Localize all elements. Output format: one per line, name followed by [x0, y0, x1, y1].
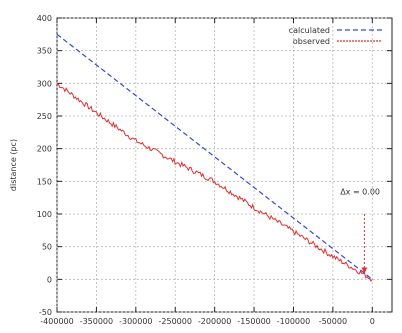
tick-labels: -50 0 50 100 150 200 250 300 350 400 -400000 -35000…: [37, 14, 375, 326]
legend-label: calculated: [289, 26, 330, 35]
y-tick-label: 400: [37, 14, 52, 23]
annotation-arrow-head: [361, 267, 368, 274]
x-tick-label: -400000: [40, 317, 73, 326]
x-tick-label: -350000: [80, 317, 113, 326]
y-tick-label: 350: [37, 47, 52, 56]
series-group: [56, 33, 373, 282]
series-line-observed: [56, 82, 373, 282]
x-tick-label: 0: [370, 317, 375, 326]
y-tick-label: 50: [42, 243, 52, 252]
x-tick-label: -300000: [119, 317, 152, 326]
x-tick-label: -250000: [159, 317, 192, 326]
x-tick-label: -150000: [237, 317, 270, 326]
annotation: Δx = 0.00: [340, 187, 380, 274]
x-tick-label: -50000: [319, 317, 347, 326]
y-tick-label: -50: [39, 308, 52, 317]
y-tick-label: 300: [37, 79, 52, 88]
y-axis-label: distance (pc): [9, 139, 18, 191]
legend-label: observed: [293, 37, 330, 46]
y-tick-label: 100: [37, 210, 52, 219]
y-tick-label: 0: [47, 275, 52, 284]
annotation-text: Δx = 0.00: [340, 187, 380, 196]
y-tick-label: 250: [37, 112, 52, 121]
x-tick-label: -200000: [198, 317, 231, 326]
legend: calculated observed: [289, 26, 382, 46]
grid: [56, 17, 392, 313]
series-line-calculated: [56, 33, 373, 280]
y-tick-label: 200: [37, 145, 52, 154]
y-tick-label: 150: [37, 177, 52, 186]
x-tick-label: -100000: [277, 317, 310, 326]
